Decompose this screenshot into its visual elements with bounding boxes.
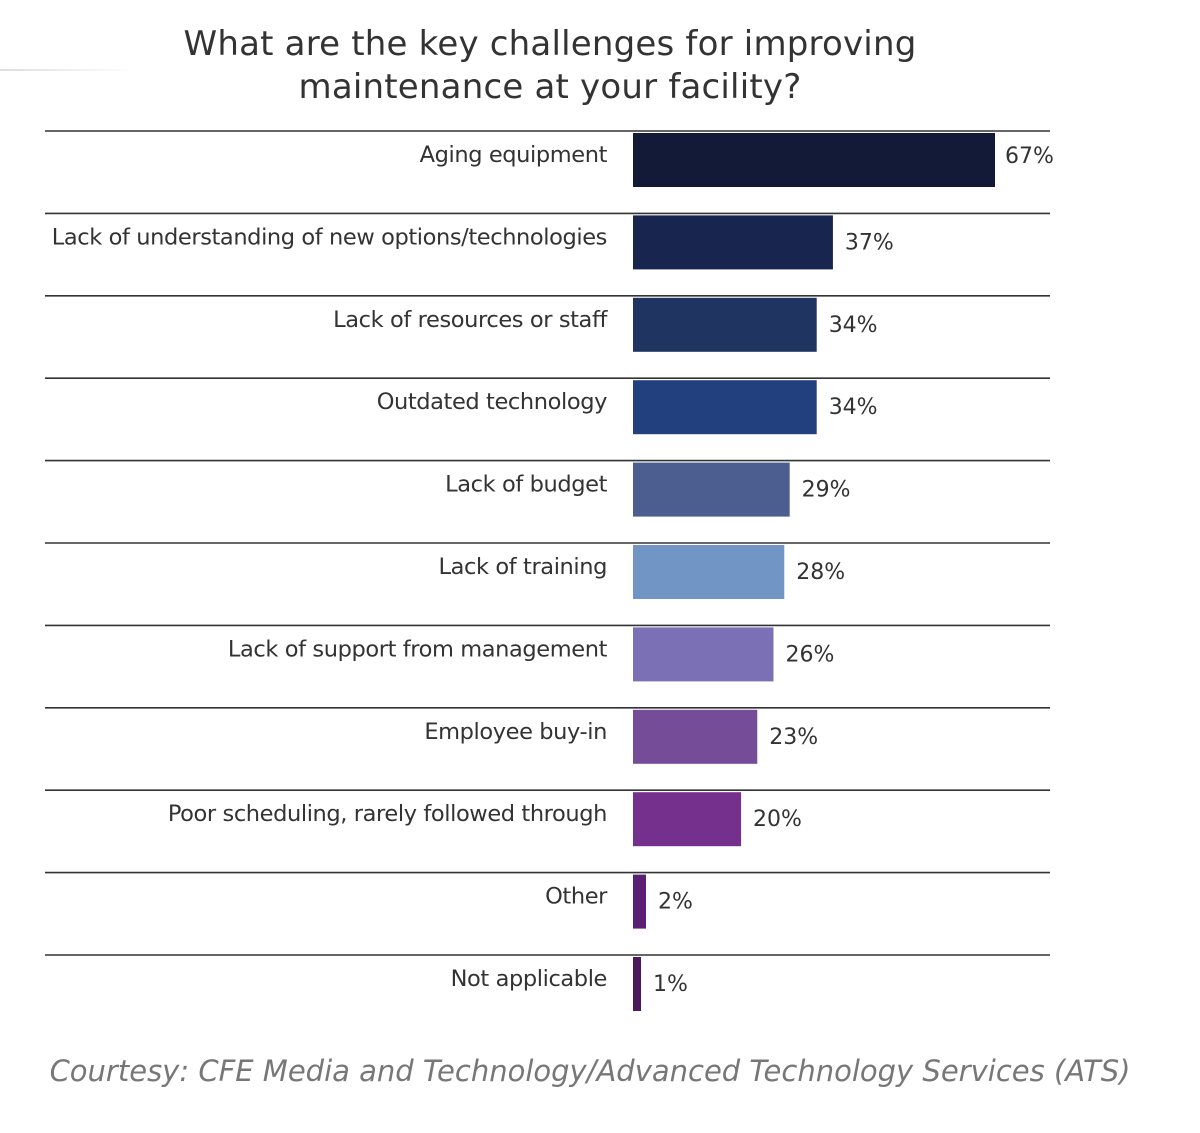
value-label: 20%	[753, 807, 802, 832]
category-label: Lack of resources or staff	[333, 307, 608, 333]
category-label: Lack of understanding of new options/tec…	[52, 224, 607, 250]
category-label: Aging equipment	[420, 142, 608, 168]
value-label: 28%	[796, 560, 845, 585]
bar	[633, 792, 742, 847]
bar	[633, 297, 817, 352]
bar	[633, 462, 790, 517]
category-label: Lack of training	[439, 554, 607, 580]
bar	[633, 627, 774, 682]
decorative-line	[0, 69, 135, 71]
bar	[633, 380, 817, 435]
bar	[633, 874, 646, 929]
category-label: Employee buy-in	[424, 719, 607, 745]
category-label: Poor scheduling, rarely followed through	[168, 801, 607, 827]
value-label: 1%	[653, 972, 688, 997]
value-label: 34%	[829, 395, 878, 420]
chart-title-line-1: What are the key challenges for improvin…	[183, 24, 917, 64]
category-label: Outdated technology	[377, 389, 607, 415]
chart-title-line-2: maintenance at your facility?	[298, 67, 802, 107]
category-label: Lack of budget	[445, 472, 607, 498]
value-label: 34%	[829, 313, 878, 338]
value-label: 29%	[802, 478, 851, 503]
bar	[633, 215, 833, 270]
bar	[633, 133, 995, 187]
value-label: 37%	[845, 230, 894, 255]
value-label: 67%	[1005, 144, 1054, 169]
bar	[633, 957, 641, 1011]
value-label: 26%	[785, 642, 834, 667]
bar	[633, 709, 758, 764]
courtesy-caption: Courtesy: CFE Media and Technology/Advan…	[49, 1054, 1131, 1088]
value-label: 23%	[769, 725, 818, 750]
category-label: Lack of support from management	[228, 636, 608, 662]
bar-chart: Aging equipment 67% Lack of understanding …	[45, 130, 1054, 1011]
category-label: Other	[545, 884, 608, 910]
value-label: 2%	[658, 890, 693, 915]
category-label: Not applicable	[451, 966, 607, 992]
bar	[633, 545, 785, 599]
